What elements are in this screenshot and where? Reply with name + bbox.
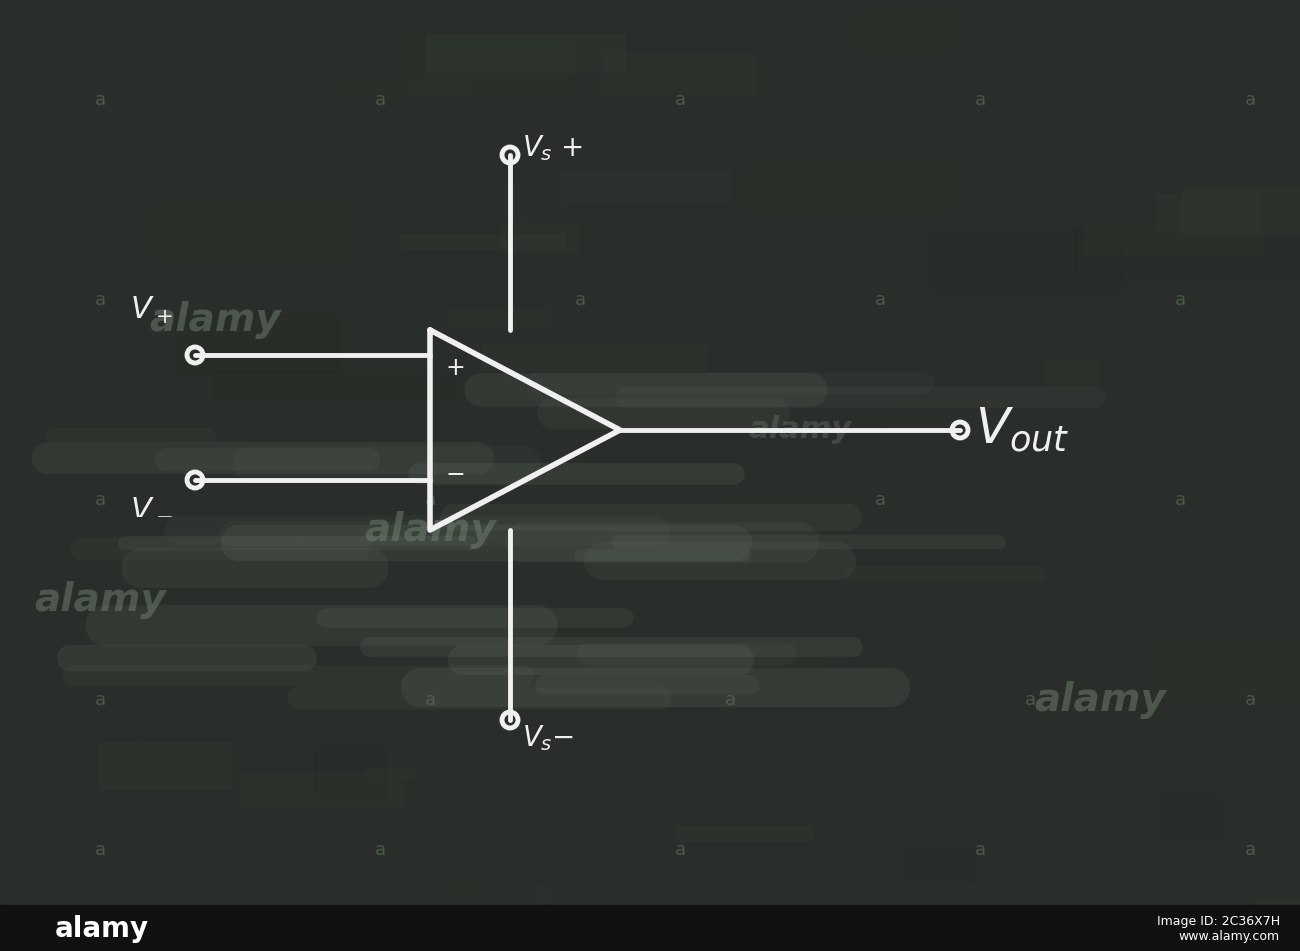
Text: alamy: alamy [749,416,852,444]
Bar [343,83,471,93]
Bar [447,308,550,327]
Text: a: a [1024,691,1036,709]
Text: a: a [975,91,985,109]
Bar [905,847,974,882]
Bar [747,162,952,214]
Bar [1083,226,1262,255]
Text: a: a [424,691,436,709]
Bar [597,684,724,739]
Text: a: a [724,691,736,709]
Bar [676,825,812,841]
Bar [1182,188,1300,234]
Bar [192,198,385,221]
Bar [410,36,569,95]
Bar [268,874,482,889]
Bar [155,204,355,262]
Bar [1045,362,1098,387]
Text: alamy: alamy [55,915,150,943]
Text: −: − [445,463,465,487]
Bar [307,11,361,65]
Bar [1070,579,1193,631]
Text: a: a [1244,91,1256,109]
Bar [367,768,416,779]
Text: a: a [374,91,386,109]
Bar [1075,225,1300,277]
Bar [562,171,731,203]
Bar [99,742,231,787]
Bar [390,479,562,522]
Bar [636,907,708,950]
Text: a: a [95,841,105,859]
Bar [450,884,545,932]
Text: alamy: alamy [34,581,166,619]
Bar [1157,194,1258,231]
Bar [1288,658,1300,671]
Text: a: a [975,841,985,859]
Text: a: a [1244,841,1256,859]
Bar [1153,642,1300,699]
Text: alamy: alamy [150,301,281,339]
Bar [242,772,404,805]
Text: a: a [1244,691,1256,709]
Bar [959,40,1158,75]
Bar [1126,580,1300,591]
Text: $V_+$: $V_+$ [130,295,173,325]
Bar [845,567,1043,579]
Text: a: a [95,691,105,709]
Bar [299,521,530,538]
Bar [1254,899,1300,932]
Text: a: a [95,291,105,309]
Bar [469,398,547,434]
Text: $\mathit{V_s}$$-$: $\mathit{V_s}$$-$ [523,723,575,753]
Bar [0,905,1300,951]
Bar [716,68,828,90]
Text: Image ID: 2C36X7H
www.alamy.com: Image ID: 2C36X7H www.alamy.com [1157,915,1280,943]
Bar [464,184,525,218]
Bar [716,497,858,520]
Bar [710,428,896,449]
Bar [538,885,640,929]
Text: a: a [95,491,105,509]
Text: a: a [675,841,685,859]
Text: +: + [445,356,465,380]
Text: $\mathit{V_s}$ +: $\mathit{V_s}$ + [523,133,584,163]
Bar [930,231,1122,290]
Text: a: a [675,91,685,109]
Text: a: a [875,491,885,509]
Bar [857,66,971,117]
Text: $V_-$: $V_-$ [130,491,173,519]
Bar [191,925,432,951]
Bar [176,315,339,372]
Text: a: a [1174,491,1186,509]
Bar [663,655,823,704]
Bar [1,87,191,124]
Bar [482,343,706,370]
Bar [602,52,755,93]
Text: a: a [374,841,386,859]
Bar [214,373,452,399]
Text: alamy: alamy [1034,681,1166,719]
Bar [400,234,566,249]
Text: a: a [575,291,585,309]
Bar [887,401,1005,437]
Bar [950,498,1010,514]
Bar [426,33,624,71]
Bar [315,747,385,798]
Text: $V_{out}$: $V_{out}$ [975,406,1070,455]
Text: a: a [95,91,105,109]
Bar [8,705,143,759]
Bar [861,10,956,58]
Bar [186,80,341,105]
Bar [502,222,578,252]
Bar [620,348,837,397]
Bar [693,38,753,87]
Bar [1160,794,1221,837]
Text: a: a [424,491,436,509]
Text: alamy: alamy [364,511,495,549]
Text: a: a [1174,291,1186,309]
Text: a: a [875,291,885,309]
Bar [208,283,437,301]
